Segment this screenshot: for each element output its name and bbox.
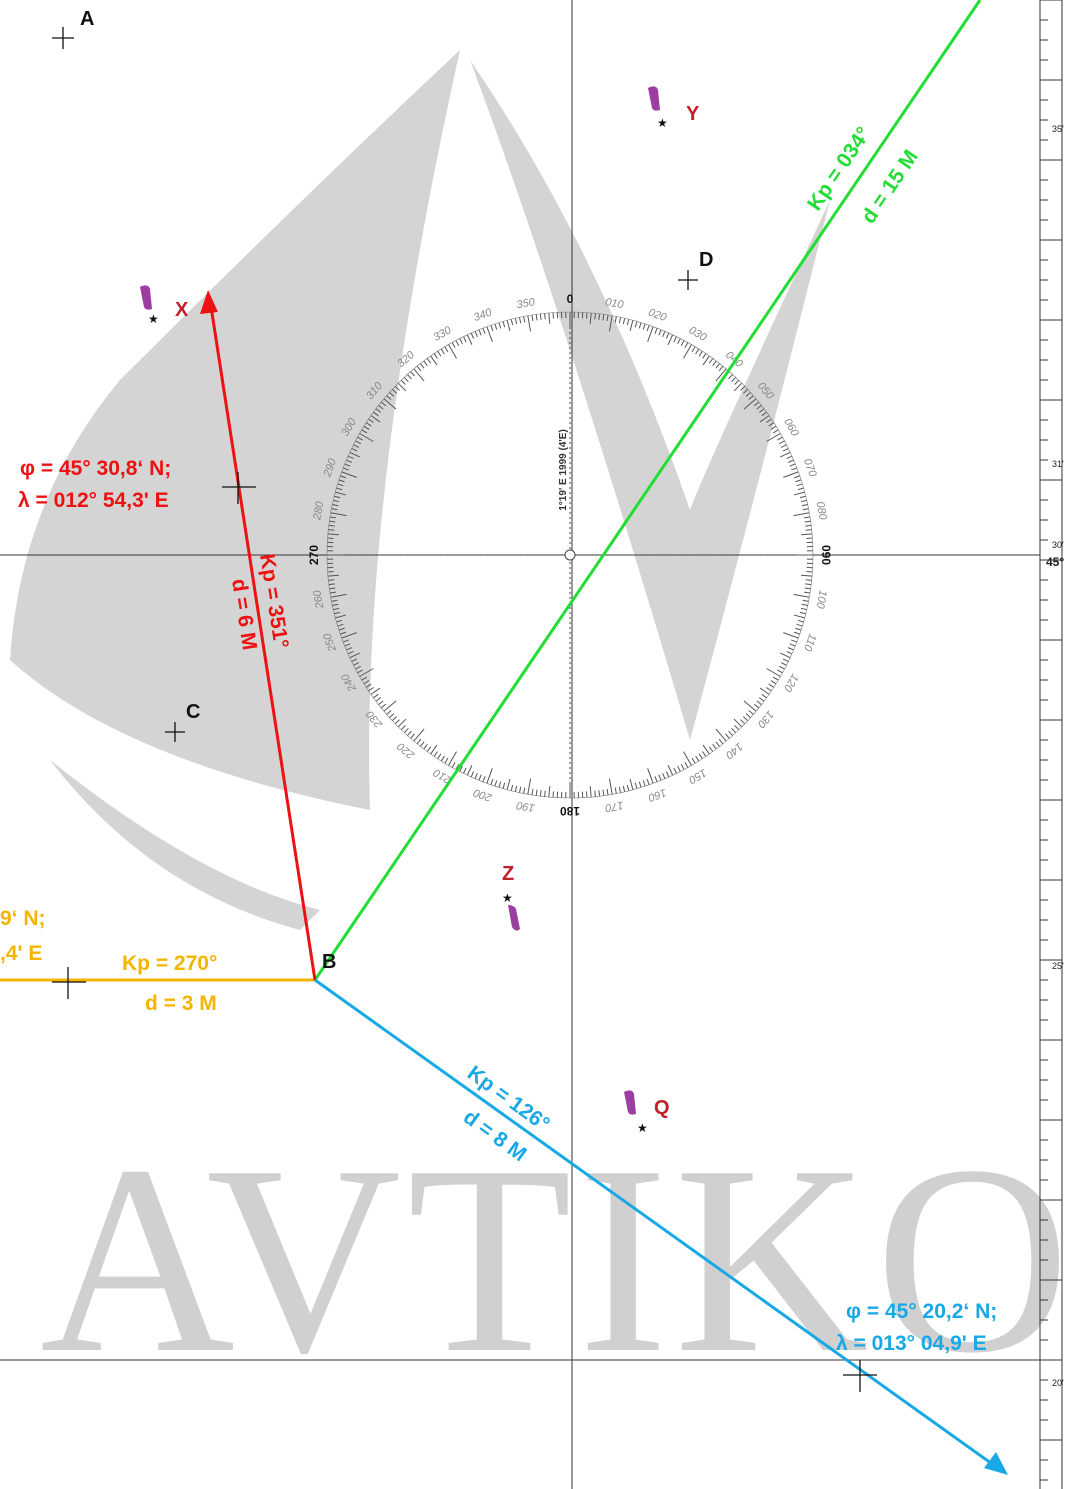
position-lon: λ = 013° 04,9' E bbox=[836, 1332, 987, 1355]
position-lat: 9‘ N; bbox=[0, 907, 46, 930]
landmark-label: X bbox=[175, 299, 189, 321]
compass-label: 330 bbox=[432, 324, 455, 344]
compass-label: 260 bbox=[311, 588, 326, 610]
svg-text:★: ★ bbox=[148, 312, 159, 326]
compass-label: 0 bbox=[567, 292, 574, 306]
compass-ticks bbox=[327, 312, 813, 798]
point-label: A bbox=[80, 8, 94, 30]
compass-label: 140 bbox=[722, 740, 744, 762]
compass-label: 090 bbox=[819, 545, 833, 565]
compass-label: 150 bbox=[686, 766, 709, 786]
compass-label: 210 bbox=[431, 766, 455, 787]
compass-label: 020 bbox=[647, 307, 669, 325]
compass-label: 030 bbox=[687, 324, 710, 344]
distance-label: d = 15 M bbox=[857, 146, 923, 228]
position-lat: φ = 45° 20,2‘ N; bbox=[846, 1300, 997, 1323]
watermark-text: AVTIKON bbox=[40, 1110, 1074, 1409]
svg-text:★: ★ bbox=[637, 1121, 648, 1135]
compass-label: 340 bbox=[472, 306, 494, 324]
crosses bbox=[52, 27, 877, 1392]
position-lon: ,4' E bbox=[0, 942, 42, 965]
scale-label: 30' bbox=[1052, 540, 1064, 550]
scale-label: 25' bbox=[1052, 961, 1064, 971]
svg-text:★: ★ bbox=[657, 116, 668, 130]
compass-label: 280 bbox=[311, 500, 326, 522]
compass-label: 200 bbox=[471, 786, 494, 804]
landmark-icons: ★ ★ ★ ★ bbox=[140, 86, 668, 1135]
compass-label: 100 bbox=[814, 589, 829, 610]
compass-label: 180 bbox=[560, 804, 580, 818]
scale-label: 45° bbox=[1046, 555, 1064, 569]
position-lon: λ = 012° 54,3' E bbox=[18, 489, 169, 512]
point-label: B bbox=[322, 951, 336, 973]
point-label: C bbox=[186, 701, 200, 723]
landmark-label: Y bbox=[686, 103, 700, 125]
courses bbox=[0, 0, 1008, 1475]
compass-ring bbox=[326, 311, 814, 799]
landmark-label: Q bbox=[654, 1097, 670, 1119]
distance-label: d = 3 M bbox=[145, 992, 217, 1015]
scale-label: 20' bbox=[1052, 1378, 1064, 1388]
watermark: AVTIKON bbox=[10, 50, 1074, 1409]
landmark-label: Z bbox=[502, 863, 514, 885]
compass-label: 010 bbox=[604, 296, 625, 311]
compass-label: 080 bbox=[814, 501, 829, 522]
position-lat: φ = 45° 30,8‘ N; bbox=[20, 457, 171, 480]
compass-label: 160 bbox=[646, 786, 668, 804]
compass-label: 190 bbox=[515, 799, 536, 814]
compass-label: 130 bbox=[754, 708, 776, 730]
course-label: Kp = 270° bbox=[122, 952, 217, 975]
point-label: D bbox=[699, 249, 713, 271]
compass-label: 350 bbox=[516, 296, 537, 311]
compass-label: 220 bbox=[394, 739, 417, 761]
variation: 1°19' E 1999 (4'E) bbox=[558, 429, 569, 511]
compass-label: 120 bbox=[781, 672, 801, 695]
scale-label: 35' bbox=[1052, 124, 1064, 134]
compass-label: 270 bbox=[307, 545, 321, 565]
scale-label: 31' bbox=[1052, 459, 1064, 469]
svg-text:★: ★ bbox=[502, 891, 513, 905]
compass-label: 060 bbox=[781, 417, 801, 440]
compass-label: 110 bbox=[801, 632, 819, 653]
compass-label: 070 bbox=[801, 457, 819, 479]
compass-label: 170 bbox=[603, 799, 624, 814]
scale-bar: 35' 31' 30' 45° 25' 20' bbox=[1040, 0, 1064, 1481]
scale-ticks bbox=[1040, 0, 1062, 1481]
